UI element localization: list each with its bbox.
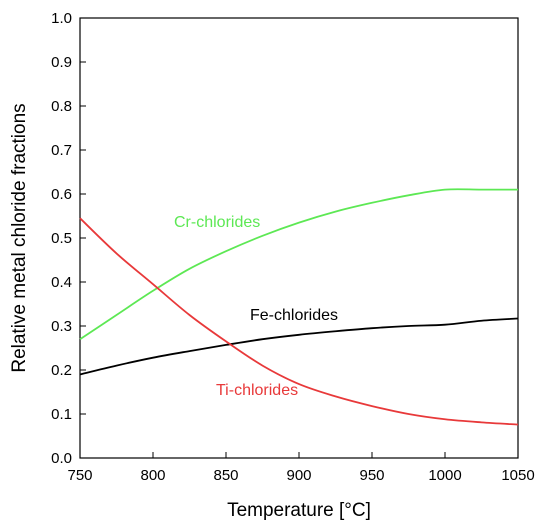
x-tick-label: 950 bbox=[359, 467, 384, 484]
y-tick-label: 0.4 bbox=[51, 274, 72, 291]
y-tick-label: 0.8 bbox=[51, 98, 72, 115]
y-tick-label: 0.0 bbox=[51, 450, 72, 467]
plot-area-frame bbox=[79, 17, 519, 459]
x-tick-label: 900 bbox=[286, 467, 311, 484]
y-tick-label: 0.5 bbox=[51, 230, 72, 247]
x-tick-label: 800 bbox=[140, 467, 165, 484]
y-tick-label: 0.3 bbox=[51, 318, 72, 335]
y-tick-label: 0.6 bbox=[51, 186, 72, 203]
series-lines bbox=[79, 188, 519, 426]
y-tick-label: 0.9 bbox=[51, 54, 72, 71]
series-label-cr-chlorides: Cr-chlorides bbox=[174, 214, 260, 231]
y-tick-label: 0.1 bbox=[51, 406, 72, 423]
axis-ticks: 750 800 850 900 950 1000 1050 0.0 0.1 0.2 0.3 0.4 0.… bbox=[51, 10, 535, 484]
series-label-ti-chlorides: Ti-chlorides bbox=[216, 382, 298, 399]
x-tick-label: 1050 bbox=[501, 467, 534, 484]
y-tick-label: 0.7 bbox=[51, 142, 72, 159]
series-label-fe-chlorides: Fe-chlorides bbox=[250, 307, 338, 324]
x-axis-title: Temperature [°C] bbox=[227, 500, 371, 521]
series-line-cr-chlorides bbox=[79, 188, 518, 340]
y-tick-label: 1.0 bbox=[51, 10, 72, 27]
y-tick-label: 0.2 bbox=[51, 362, 72, 379]
y-axis-title: Relative metal chloride fractions bbox=[9, 103, 30, 372]
series-line-fe-chlorides bbox=[79, 317, 519, 376]
series-line-ti-chlorides bbox=[79, 217, 519, 426]
x-tick-label: 750 bbox=[67, 467, 92, 484]
x-tick-label: 850 bbox=[213, 467, 238, 484]
x-tick-label: 1000 bbox=[428, 467, 461, 484]
